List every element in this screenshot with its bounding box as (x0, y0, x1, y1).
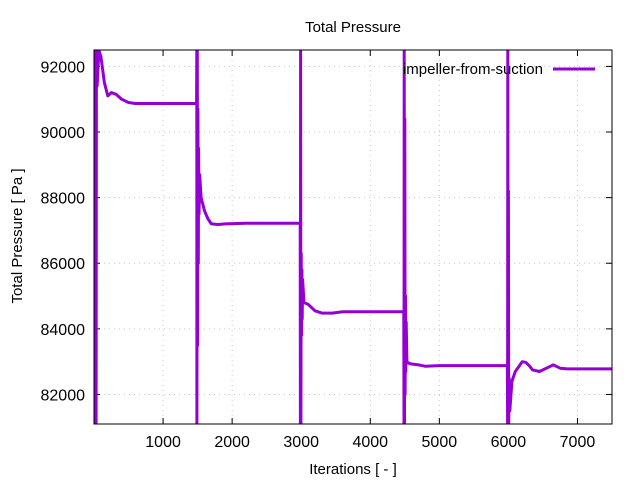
y-tick-label: 86000 (41, 256, 86, 273)
x-tick-label: 3000 (283, 434, 319, 451)
legend: impeller-from-suction (403, 61, 595, 78)
plot-frame (93, 49, 613, 425)
x-axis-title: Iterations [ - ] (309, 461, 397, 478)
series-lines (94, 50, 612, 424)
series-line-impeller-from-suction (94, 50, 612, 424)
x-tick-label: 6000 (491, 434, 527, 451)
y-tick-label: 88000 (41, 191, 86, 208)
axis-tick-labels: 1000 2000 3000 4000 5000 6000 7000 82000 84000 86… (41, 59, 596, 451)
x-tick-label: 5000 (422, 434, 458, 451)
chart-title: Total Pressure (305, 19, 401, 36)
x-tick-label: 4000 (352, 434, 388, 451)
legend-label: impeller-from-suction (403, 61, 543, 78)
y-tick-label: 92000 (41, 59, 86, 76)
y-tick-label: 82000 (41, 387, 86, 404)
x-tick-label: 2000 (214, 434, 250, 451)
y-tick-label: 84000 (41, 322, 86, 339)
x-tick-label: 7000 (560, 434, 596, 451)
y-axis-title: Total Pressure [ Pa ] (9, 168, 26, 303)
y-tick-label: 90000 (41, 125, 86, 142)
x-tick-label: 1000 (145, 434, 181, 451)
